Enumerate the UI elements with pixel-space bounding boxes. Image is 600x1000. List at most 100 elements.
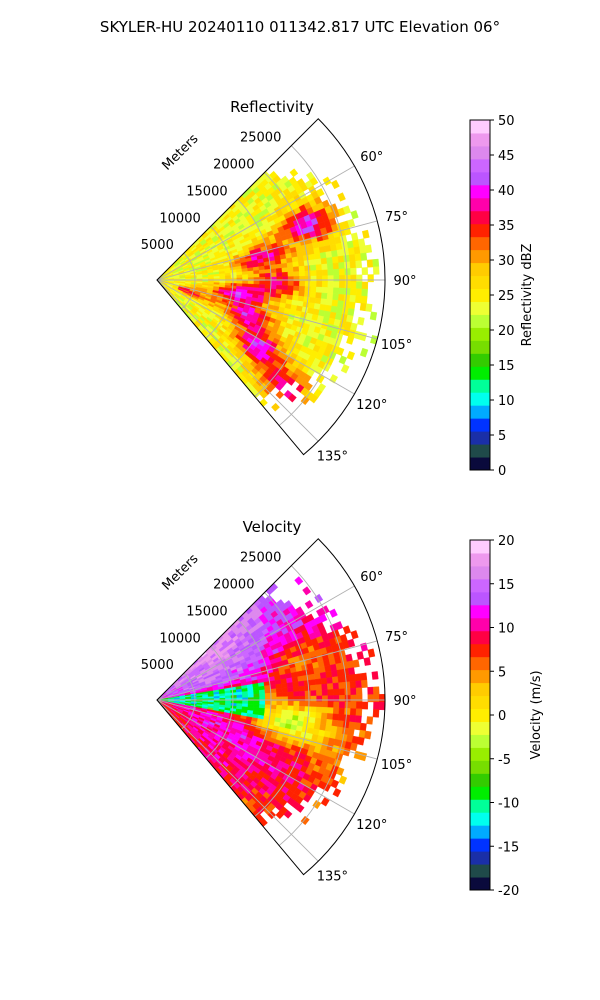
angle-tick-label: 60° xyxy=(360,150,383,165)
data-cell xyxy=(350,210,359,220)
data-cell xyxy=(366,716,374,725)
data-cell xyxy=(315,684,323,691)
colorbar-segment xyxy=(470,540,490,554)
data-cell xyxy=(236,271,243,276)
data-cell xyxy=(275,263,283,269)
data-cell xyxy=(304,270,312,277)
velocity-radial-label: Meters xyxy=(160,551,202,593)
data-cell xyxy=(270,268,277,274)
data-cell xyxy=(356,274,363,283)
data-cell xyxy=(360,252,368,261)
data-cell xyxy=(322,695,329,702)
data-cell xyxy=(361,679,368,688)
data-cell xyxy=(309,264,317,271)
data-cell xyxy=(264,685,271,690)
data-cell xyxy=(304,286,311,293)
data-cell xyxy=(298,680,305,687)
data-cell xyxy=(346,350,356,361)
data-cell xyxy=(372,258,380,268)
data-cell xyxy=(242,694,249,699)
reflectivity-frame xyxy=(156,118,386,456)
data-cell xyxy=(293,701,300,707)
data-cell xyxy=(309,291,317,299)
data-cell xyxy=(287,393,297,403)
data-cell xyxy=(302,674,310,682)
colorbar-tick-label: 15 xyxy=(498,578,515,593)
data-cell xyxy=(213,696,220,699)
data-cell xyxy=(258,689,266,695)
data-cell xyxy=(325,250,333,259)
data-cell xyxy=(292,710,300,717)
data-cell xyxy=(304,600,314,609)
reflectivity-panel: Reflectivity 5000 10000 15000 20000 25000 60… xyxy=(141,98,535,479)
data-cell xyxy=(316,281,323,288)
data-cell xyxy=(344,688,351,696)
range-ring xyxy=(205,225,234,339)
data-cell xyxy=(247,270,254,275)
data-cell xyxy=(314,717,322,725)
data-cell xyxy=(299,701,306,707)
data-cell xyxy=(344,707,351,716)
data-cell xyxy=(326,677,334,685)
data-cell xyxy=(348,254,356,262)
data-cell xyxy=(310,706,317,713)
data-cell xyxy=(281,267,289,273)
colorbar-tick-label: 20 xyxy=(498,324,515,339)
data-cell xyxy=(347,308,355,317)
colorbar-segment xyxy=(470,591,490,606)
radial-tick-label: 15000 xyxy=(186,604,227,619)
data-cell xyxy=(287,266,294,273)
data-cell xyxy=(349,714,357,723)
data-cell xyxy=(310,270,317,277)
data-cell xyxy=(364,730,372,740)
data-cell xyxy=(355,708,363,717)
data-cell xyxy=(281,289,288,295)
data-cell xyxy=(327,701,334,708)
data-cell xyxy=(322,176,332,186)
data-cell xyxy=(293,705,300,712)
colorbar-segment xyxy=(470,457,490,471)
data-cell xyxy=(378,701,386,711)
colorbar-segment xyxy=(470,552,490,567)
data-cell xyxy=(310,701,317,708)
colorbar-segment xyxy=(470,617,490,632)
data-cell xyxy=(264,700,272,706)
data-cell xyxy=(321,701,329,708)
data-cell xyxy=(308,673,316,681)
data-cell xyxy=(271,402,280,412)
colorbar-segment xyxy=(470,171,490,186)
data-cell xyxy=(213,276,220,279)
data-cell xyxy=(309,711,317,719)
data-cell xyxy=(275,687,283,694)
data-cell xyxy=(225,695,232,699)
colorbar-tick-label: 10 xyxy=(498,622,515,637)
colorbar-segment xyxy=(470,210,490,225)
data-cell xyxy=(281,691,289,698)
data-cell xyxy=(344,261,351,269)
colorbar-segment xyxy=(470,418,490,432)
data-cell xyxy=(287,280,294,287)
data-cell xyxy=(276,692,283,698)
colorbar-segment xyxy=(470,431,490,445)
data-cell xyxy=(322,275,329,282)
radial-tick-label: 5000 xyxy=(141,658,174,673)
data-cell xyxy=(345,653,353,663)
data-cell xyxy=(287,691,294,697)
data-cell xyxy=(258,269,266,275)
data-cell xyxy=(327,269,334,276)
data-cell xyxy=(302,254,310,262)
data-cell xyxy=(347,667,356,676)
colorbar-tick-label: 30 xyxy=(498,254,515,269)
data-cell xyxy=(344,701,351,709)
colorbar-segment xyxy=(470,643,490,658)
colorbar-segment xyxy=(470,340,490,354)
data-cell xyxy=(291,676,299,683)
data-cell xyxy=(287,696,294,702)
data-cell xyxy=(321,689,329,696)
data-cell xyxy=(327,695,334,702)
data-cell xyxy=(357,736,365,746)
data-cell xyxy=(318,613,328,623)
data-cell xyxy=(339,275,346,282)
data-cell xyxy=(264,692,272,698)
data-cell xyxy=(281,705,289,711)
